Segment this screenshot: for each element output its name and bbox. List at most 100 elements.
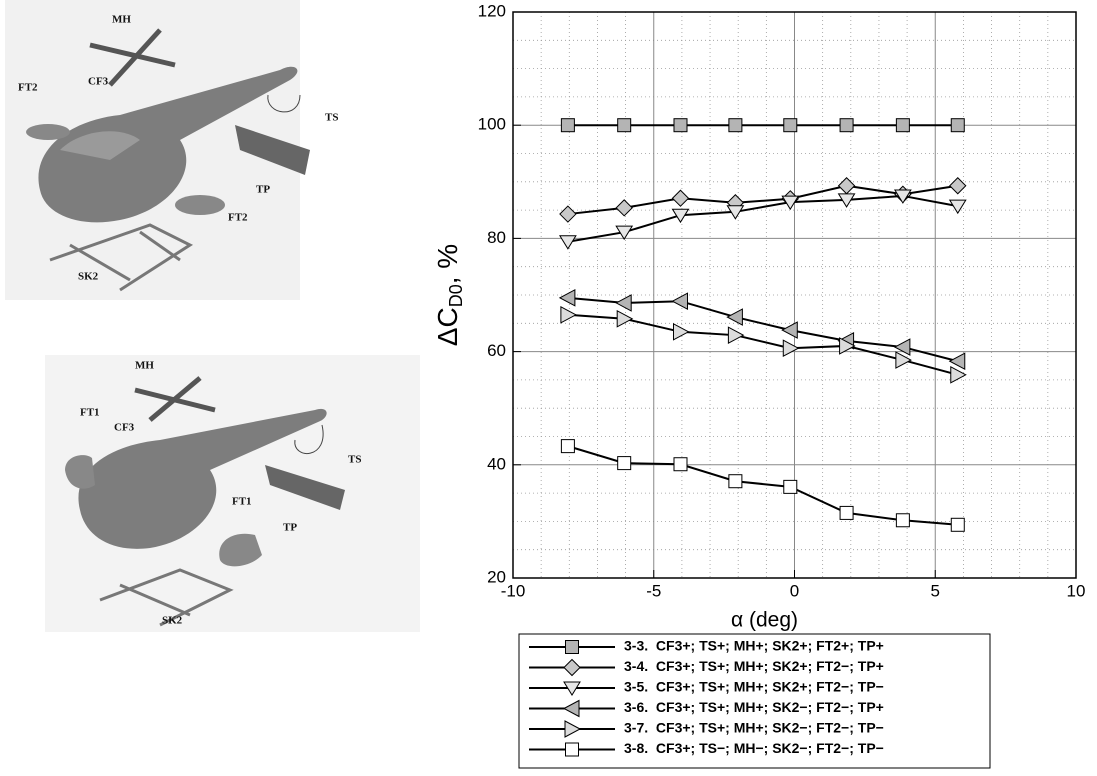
figure-bottom: MH FT1 CF3 TS FT1 TP SK2 <box>45 355 420 632</box>
marker <box>726 205 745 220</box>
marker <box>671 208 690 224</box>
marker <box>782 339 800 358</box>
part-label: CF3 <box>114 422 135 434</box>
legend-box <box>518 633 991 769</box>
marker <box>893 189 912 204</box>
marker <box>893 338 911 356</box>
marker <box>895 513 910 528</box>
series <box>560 439 965 532</box>
y-axis-label-part: ΔC <box>432 307 463 346</box>
marker <box>558 288 576 307</box>
marker <box>839 337 856 355</box>
part-label: CF3 <box>88 76 109 88</box>
series <box>560 118 965 133</box>
plot-frame <box>512 11 1077 579</box>
x-tick-label: 10 <box>1067 581 1086 600</box>
y-tick-label: 120 <box>478 1 506 20</box>
series <box>558 189 967 250</box>
x-tick-label: -5 <box>646 581 661 600</box>
marker <box>615 294 632 312</box>
part-label: MH <box>135 360 154 372</box>
legend-label: 3-7. CF3+; TS+; MH+; SK2−; FT2−; TP− <box>624 720 884 736</box>
legend-label: 3-5. CF3+; TS+; MH+; SK2+; FT2−; TP− <box>624 679 884 695</box>
marker <box>558 235 577 250</box>
marker <box>783 479 798 494</box>
marker <box>615 199 633 217</box>
marker <box>950 517 965 532</box>
marker <box>671 292 688 311</box>
series-line <box>567 296 959 363</box>
marker <box>839 505 854 520</box>
part-label: TS <box>348 454 361 466</box>
x-tick-label: -10 <box>501 581 526 600</box>
series-line <box>567 313 959 376</box>
marker <box>673 457 688 472</box>
marker <box>615 225 634 241</box>
legend-label: 3-6. CF3+; TS+; MH+; SK2−; FT2−; TP+ <box>624 699 884 715</box>
x-axis-label: α (deg) <box>731 609 798 632</box>
marker <box>895 118 910 133</box>
marker <box>617 456 632 471</box>
marker <box>616 309 634 328</box>
marker <box>563 681 581 696</box>
y-tick-label: 80 <box>487 228 506 247</box>
x-tick-label: 0 <box>790 581 799 600</box>
y-axis-label-part: , % <box>432 244 463 284</box>
marker <box>672 322 690 341</box>
marker <box>950 118 965 133</box>
marker <box>560 305 577 324</box>
legend-label: 3-4. CF3+; TS+; MH+; SK2+; FT2−; TP+ <box>624 658 884 674</box>
series-line <box>567 445 958 526</box>
legend-label: 3-8. CF3+; TS−; MH−; SK2−; FT2−; TP− <box>624 740 884 756</box>
marker <box>560 118 575 133</box>
x-tick-label: 5 <box>931 581 940 600</box>
marker <box>948 352 966 371</box>
part-label: FT2 <box>18 82 38 94</box>
series-line <box>567 184 958 216</box>
marker <box>671 189 690 207</box>
part-label: FT1 <box>80 407 100 419</box>
marker <box>781 195 800 211</box>
marker <box>617 118 632 133</box>
series <box>560 305 967 384</box>
part-label: TS <box>325 112 338 124</box>
y-axis-label-part: D0 <box>446 284 466 307</box>
marker <box>783 118 798 133</box>
part-label: TP <box>256 184 270 196</box>
part-label: MH <box>112 14 131 26</box>
marker <box>728 474 743 489</box>
marker <box>948 199 967 215</box>
marker <box>837 193 856 208</box>
marker <box>564 720 582 738</box>
y-tick-label: 40 <box>487 454 506 473</box>
series <box>559 177 967 223</box>
marker <box>781 321 798 339</box>
marker <box>673 118 688 133</box>
marker <box>560 439 575 454</box>
marker <box>565 640 579 654</box>
legend-label: 3-3. CF3+; TS+; MH+; SK2+; FT2+; TP+ <box>624 638 884 654</box>
figure-top: MH CF3 FT2 TS TP FT2 SK2 <box>5 0 338 300</box>
part-label: FT1 <box>232 496 252 508</box>
part-label: FT2 <box>228 212 248 224</box>
y-tick-label: 100 <box>478 115 506 134</box>
series-line <box>567 194 958 243</box>
marker <box>559 205 577 223</box>
y-axis-label: ΔCD0, % <box>432 244 465 346</box>
marker <box>950 365 967 384</box>
marker <box>727 326 745 345</box>
marker <box>837 177 856 195</box>
y-tick-label: 60 <box>487 341 506 360</box>
marker <box>726 308 743 326</box>
part-label: TP <box>283 522 297 534</box>
marker <box>563 658 581 677</box>
marker <box>728 118 743 133</box>
part-label: SK2 <box>162 615 183 627</box>
marker <box>839 118 854 133</box>
part-label: SK2 <box>78 271 99 283</box>
marker <box>949 177 967 195</box>
marker <box>565 742 579 757</box>
marker <box>895 351 912 369</box>
marker <box>562 699 580 718</box>
